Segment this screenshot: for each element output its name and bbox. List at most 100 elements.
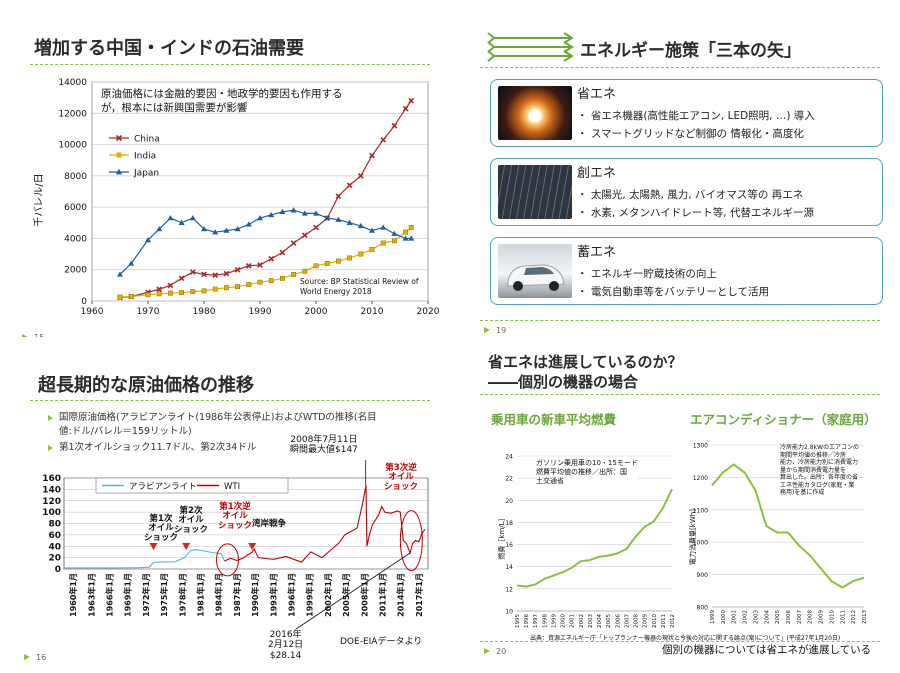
car-y-axis-label: 燃費［km/L］: [497, 514, 506, 559]
y-tick-label: 1000: [693, 540, 708, 547]
x-tick-label: 1960: [81, 307, 104, 317]
x-tick-label: 2002: [743, 610, 749, 624]
y-axis-label: 千バレル/日: [33, 173, 45, 226]
x-tick-label: 2011: [661, 614, 667, 628]
x-tick-label: 1996年1月: [287, 573, 297, 617]
x-tick-label: 1963年1月: [86, 573, 96, 617]
x-tick-label: 2010: [829, 610, 835, 624]
bullet-text: 国際原油価格(アラビアンライト(1986年公表停止)およびWTDの推移(名目: [59, 412, 377, 423]
x-tick-label: 2013: [862, 610, 868, 624]
label-line: 第1次逆: [219, 502, 251, 512]
data-point: [313, 210, 319, 216]
x-tick-label: 2011: [840, 610, 846, 624]
data-point: [290, 207, 297, 213]
data-point: [346, 219, 353, 225]
y-tick-label: 14: [505, 564, 513, 571]
card-bullet: ・ 省エネ機器(高性能エアコン, LED照明, …) 導入: [577, 110, 815, 122]
data-point: [408, 235, 415, 241]
data-point: [301, 232, 308, 239]
card-bullet: ・ エネルギー貯蔵技術の向上: [577, 268, 717, 280]
x-tick-label: 2011年1月: [378, 573, 388, 617]
y-tick-label: 20: [48, 554, 61, 564]
page-marker-icon: [484, 648, 490, 654]
data-point: [336, 258, 341, 264]
page-number: 19: [496, 326, 507, 335]
peak-annotation: 2008年7月11日 瞬間最大値$147: [290, 435, 358, 456]
reverse-oil-shock-3-circle: [399, 510, 423, 572]
x-tick-label: 2009: [819, 610, 825, 624]
slide-title: 省エネは進展しているのか？: [488, 353, 683, 371]
data-point: [167, 215, 174, 221]
x-tick-label: 2020: [417, 307, 440, 317]
data-point: [380, 137, 387, 143]
x-tick-label: 2001: [570, 614, 576, 628]
bullet-item: 第1次オイルショック11.7ドル、第2次34ドル: [48, 439, 256, 453]
x-tick-label: 1969年1月: [123, 573, 133, 617]
data-point: [268, 278, 274, 284]
note-line-2: が，根本には新興国需要が影響: [101, 102, 248, 115]
y-tick-label: 1200: [693, 475, 708, 482]
x-tick-label: 2003: [753, 610, 759, 624]
card-energy-saving: 省エネ ・ 省エネ機器(高性能エアコン, LED照明, …) 導入 ・ スマート…: [490, 79, 883, 147]
oil-demand-chart: 千バレル/日 0 2000 4000 6000 8000 10000 12000 14000 1…: [33, 78, 440, 317]
x-tick-label: 1980: [193, 307, 216, 317]
legend-label: Japan: [133, 169, 159, 179]
x-tick-label: 2008年1月: [359, 573, 369, 617]
data-point: [178, 219, 185, 225]
label-line: オイル: [148, 523, 174, 534]
y-tick-label: 80: [48, 520, 61, 530]
conclusion-text: 個別の機器については省エネが進展している: [662, 644, 872, 656]
x-tick-label: 2006: [615, 614, 621, 628]
oil-shock-2-marker: [182, 543, 191, 550]
x-tick-label: 1978年1月: [177, 573, 187, 617]
x-tick-label: 1984年1月: [214, 573, 224, 617]
data-point: [291, 272, 296, 277]
legend-box: [95, 477, 289, 494]
bullet-item: 国際原油価格(アラビアンライト(1986年公表停止)およびWTDの推移(名目: [48, 409, 377, 423]
data-point: [257, 279, 263, 285]
x-tick-label: 2003: [588, 614, 594, 628]
page-marker-icon: [484, 327, 490, 333]
note-line: 期間平均値の推移／冷房: [780, 451, 847, 459]
x-tick-label: 1970: [137, 307, 160, 317]
data-point: [179, 290, 184, 295]
x-tick-label: 2007: [624, 614, 630, 628]
reverse-oil-shock-1-circle: [215, 543, 239, 577]
reverse-oil-shock-3-label: 第3次逆 オイル ショック: [384, 463, 418, 492]
data-point: [369, 246, 375, 252]
page-number: 16: [36, 653, 47, 662]
y-tick-label: 12000: [58, 109, 87, 119]
data-point: [357, 172, 364, 179]
chart-source: Source: BP Statistical Review of World E…: [300, 277, 419, 297]
gulf-war-marker: [248, 543, 257, 550]
x-tick-label: 1999年1月: [305, 573, 315, 617]
series-line: [224, 485, 426, 563]
footer-divider: [480, 641, 880, 642]
data-point: [280, 275, 285, 281]
y-tick-label: 120: [42, 497, 61, 507]
x-tick-label: 2007: [797, 610, 803, 624]
data-point: [234, 226, 241, 232]
data-source: DOE-EIAデータより: [340, 637, 423, 647]
data-point: [335, 193, 342, 200]
note-line: 能力、冷房能力別に消費電力: [780, 459, 859, 466]
data-point: [156, 226, 163, 232]
y-tick-label: 8000: [64, 172, 87, 182]
x-tick-label: 2010: [652, 614, 658, 628]
y-tick-label: 14000: [58, 78, 87, 88]
data-point: [223, 227, 230, 233]
label-line: 第1次: [149, 514, 173, 524]
data-point: [167, 290, 173, 296]
chart-note: 原油価格には金融的要因・地政学的要因も作用する が，根本には新興国需要が影響: [101, 87, 343, 115]
label-line: 2016年: [269, 630, 302, 640]
data-point: [380, 240, 386, 246]
data-point: [223, 270, 230, 277]
y-tick-label: 160: [42, 474, 61, 484]
y-tick-label: 10000: [58, 141, 87, 151]
x-tick-label: 2000: [721, 610, 727, 624]
data-point: [117, 294, 123, 300]
title-divider: [480, 67, 880, 68]
electric-car-image: [498, 244, 572, 298]
data-point: [313, 263, 319, 269]
